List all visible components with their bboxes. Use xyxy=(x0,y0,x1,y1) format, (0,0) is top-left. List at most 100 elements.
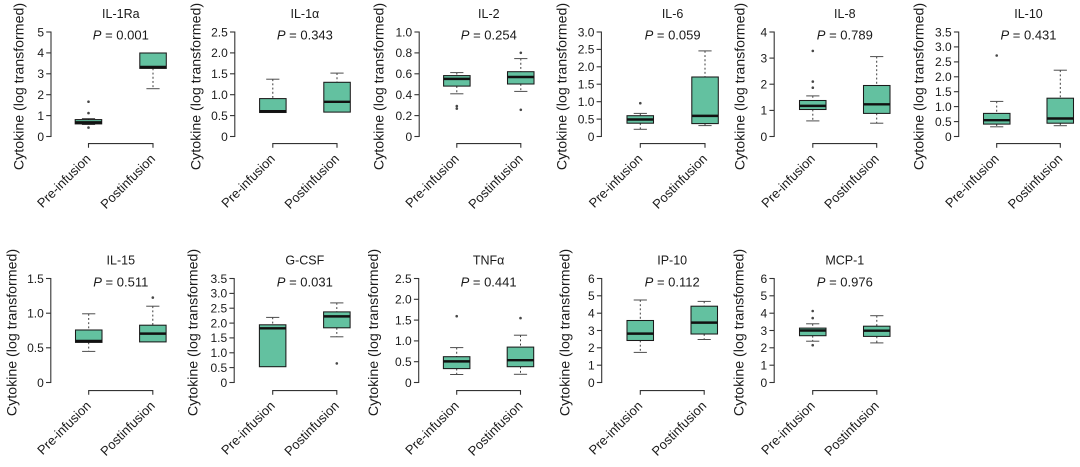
svg-text:0.8: 0.8 xyxy=(396,46,413,60)
svg-text:3.0: 3.0 xyxy=(211,287,228,301)
svg-text:0.2: 0.2 xyxy=(396,109,413,123)
svg-text:IL-10: IL-10 xyxy=(1014,7,1043,21)
svg-text:0: 0 xyxy=(405,376,412,390)
svg-text:P = 0.254: P = 0.254 xyxy=(461,28,517,43)
svg-text:1.0: 1.0 xyxy=(395,334,412,348)
svg-text:P = 0.441: P = 0.441 xyxy=(461,274,517,289)
svg-text:1.5: 1.5 xyxy=(578,78,595,92)
svg-text:1.0: 1.0 xyxy=(211,346,228,360)
svg-text:0: 0 xyxy=(761,376,768,390)
svg-text:0: 0 xyxy=(37,130,44,144)
svg-text:P = 0.789: P = 0.789 xyxy=(817,28,873,43)
svg-text:2.5: 2.5 xyxy=(578,43,595,57)
svg-text:0.6: 0.6 xyxy=(396,67,413,81)
svg-text:Cytokine (log transformed): Cytokine (log transformed) xyxy=(912,3,928,170)
svg-text:0.5: 0.5 xyxy=(578,112,595,126)
svg-text:1.5: 1.5 xyxy=(395,313,412,327)
svg-text:Cytokine (log transformed): Cytokine (log transformed) xyxy=(189,3,205,170)
svg-text:5: 5 xyxy=(37,25,44,39)
svg-text:4: 4 xyxy=(761,25,768,39)
svg-text:IL-1Ra: IL-1Ra xyxy=(102,7,140,21)
svg-text:2.0: 2.0 xyxy=(211,316,228,330)
svg-text:IL-8: IL-8 xyxy=(834,7,856,21)
svg-text:4: 4 xyxy=(588,307,595,321)
svg-text:1: 1 xyxy=(588,359,595,373)
svg-text:2.5: 2.5 xyxy=(935,55,952,69)
svg-text:0: 0 xyxy=(37,376,44,390)
svg-text:0: 0 xyxy=(221,130,228,144)
svg-text:0.5: 0.5 xyxy=(211,109,228,123)
svg-text:3: 3 xyxy=(761,51,768,65)
svg-text:1.0: 1.0 xyxy=(578,95,595,109)
svg-text:3.0: 3.0 xyxy=(578,25,595,39)
svg-text:P = 0.343: P = 0.343 xyxy=(277,28,333,43)
svg-text:2.0: 2.0 xyxy=(578,60,595,74)
svg-text:G-CSF: G-CSF xyxy=(285,254,324,268)
svg-text:2: 2 xyxy=(761,341,768,355)
svg-text:0.5: 0.5 xyxy=(935,115,952,129)
svg-text:1.0: 1.0 xyxy=(211,88,228,102)
svg-text:P = 0.112: P = 0.112 xyxy=(645,274,700,289)
svg-text:0.4: 0.4 xyxy=(396,88,413,102)
svg-text:3: 3 xyxy=(588,324,595,338)
svg-text:MCP-1: MCP-1 xyxy=(825,254,864,268)
svg-text:P = 0.059: P = 0.059 xyxy=(645,28,701,43)
svg-text:2.5: 2.5 xyxy=(395,272,412,286)
svg-text:IL-2: IL-2 xyxy=(478,7,500,21)
svg-text:Cytokine (log transformed): Cytokine (log transformed) xyxy=(186,249,202,416)
svg-text:1.5: 1.5 xyxy=(211,67,228,81)
svg-text:3: 3 xyxy=(37,67,44,81)
svg-text:Cytokine (log transformed): Cytokine (log transformed) xyxy=(732,249,748,416)
svg-text:0.5: 0.5 xyxy=(211,361,228,375)
svg-text:1: 1 xyxy=(761,104,768,118)
svg-text:0.5: 0.5 xyxy=(395,355,412,369)
svg-text:Cytokine (log transformed): Cytokine (log transformed) xyxy=(558,249,574,416)
svg-text:5: 5 xyxy=(588,289,595,303)
svg-text:P = 0.511: P = 0.511 xyxy=(93,274,148,289)
svg-text:1.5: 1.5 xyxy=(935,85,952,99)
svg-text:2.0: 2.0 xyxy=(211,46,228,60)
svg-text:1.0: 1.0 xyxy=(396,25,413,39)
svg-text:1.5: 1.5 xyxy=(211,331,228,345)
svg-text:5: 5 xyxy=(761,289,768,303)
svg-text:0.5: 0.5 xyxy=(27,341,44,355)
svg-text:Cytokine (log transformed): Cytokine (log transformed) xyxy=(372,3,388,170)
svg-text:3.5: 3.5 xyxy=(935,25,952,39)
svg-text:1.0: 1.0 xyxy=(27,307,44,321)
svg-text:Cytokine (log transformed): Cytokine (log transformed) xyxy=(12,3,28,170)
svg-text:0: 0 xyxy=(588,130,595,144)
svg-text:P = 0.976: P = 0.976 xyxy=(817,274,873,289)
svg-text:1: 1 xyxy=(761,359,768,373)
svg-text:0: 0 xyxy=(945,130,952,144)
svg-text:3: 3 xyxy=(761,324,768,338)
svg-text:2: 2 xyxy=(588,341,595,355)
svg-text:0: 0 xyxy=(761,130,768,144)
svg-text:2.0: 2.0 xyxy=(935,70,952,84)
svg-text:IL-1α: IL-1α xyxy=(291,7,320,21)
svg-text:6: 6 xyxy=(761,272,768,286)
svg-text:2: 2 xyxy=(761,78,768,92)
svg-text:P = 0.001: P = 0.001 xyxy=(93,28,149,43)
svg-text:Cytokine (log transformed): Cytokine (log transformed) xyxy=(733,3,749,170)
svg-text:IL-6: IL-6 xyxy=(662,7,684,21)
svg-text:3.0: 3.0 xyxy=(935,40,952,54)
svg-text:3.5: 3.5 xyxy=(211,272,228,286)
svg-text:1.0: 1.0 xyxy=(935,100,952,114)
svg-text:1.5: 1.5 xyxy=(27,272,44,286)
svg-text:1: 1 xyxy=(37,109,44,123)
svg-text:0: 0 xyxy=(221,376,228,390)
svg-text:P = 0.031: P = 0.031 xyxy=(277,274,333,289)
svg-text:2.0: 2.0 xyxy=(395,293,412,307)
svg-text:IL-15: IL-15 xyxy=(107,254,136,268)
svg-text:P = 0.431: P = 0.431 xyxy=(1000,28,1056,43)
svg-text:Cytokine (log transformed): Cytokine (log transformed) xyxy=(555,3,571,170)
svg-text:TNFα: TNFα xyxy=(473,254,505,268)
svg-text:2.5: 2.5 xyxy=(211,302,228,316)
svg-text:2.5: 2.5 xyxy=(211,25,228,39)
svg-text:4: 4 xyxy=(37,46,44,60)
svg-text:0: 0 xyxy=(588,376,595,390)
svg-text:Cytokine (log transformed): Cytokine (log transformed) xyxy=(5,249,21,416)
svg-text:Cytokine (log transformed): Cytokine (log transformed) xyxy=(366,249,382,416)
svg-text:6: 6 xyxy=(588,272,595,286)
svg-text:4: 4 xyxy=(761,307,768,321)
